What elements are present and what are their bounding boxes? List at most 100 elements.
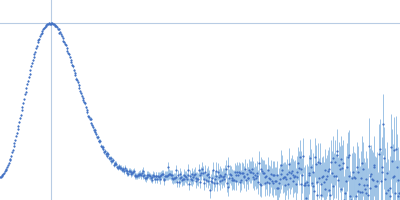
Point (59, 36, 66, 39)
Point (323, 177, 330, 180)
Point (346, 153, 353, 156)
Point (370, 179, 376, 182)
Point (70, 65, 76, 68)
Point (62, 43, 69, 46)
Point (56, 31, 62, 35)
Point (208, 176, 215, 180)
Point (91, 128, 98, 131)
Point (339, 166, 346, 170)
Point (144, 173, 150, 177)
Point (69, 63, 75, 66)
Point (241, 175, 248, 178)
Point (78, 94, 85, 97)
Point (382, 178, 388, 181)
Point (211, 182, 217, 185)
Point (251, 177, 257, 181)
Point (244, 177, 251, 180)
Point (347, 194, 354, 197)
Point (312, 156, 318, 159)
Point (203, 178, 209, 181)
Point (183, 175, 189, 178)
Point (290, 173, 296, 177)
Point (122, 166, 128, 170)
Point (280, 177, 286, 180)
Point (131, 169, 137, 172)
Point (76, 86, 82, 89)
Point (132, 173, 138, 176)
Point (188, 178, 194, 181)
Point (140, 174, 146, 178)
Point (355, 189, 362, 192)
Point (31, 52, 38, 55)
Point (104, 154, 111, 158)
Point (322, 188, 329, 191)
Point (26, 73, 33, 76)
Point (39, 29, 46, 32)
Point (333, 174, 339, 178)
Point (114, 166, 120, 169)
Point (321, 180, 327, 184)
Point (345, 155, 351, 158)
Point (80, 99, 86, 102)
Point (128, 170, 135, 173)
Point (20, 102, 26, 105)
Point (0, 174, 5, 177)
Point (264, 168, 271, 171)
Point (164, 174, 170, 177)
Point (216, 175, 222, 178)
Point (49, 21, 55, 24)
Point (221, 175, 228, 178)
Point (87, 117, 94, 120)
Point (370, 165, 377, 169)
Point (190, 176, 196, 179)
Point (259, 170, 265, 173)
Point (300, 154, 306, 157)
Point (272, 179, 279, 182)
Point (0, 173, 6, 176)
Point (275, 186, 281, 190)
Point (0, 173, 6, 176)
Point (301, 183, 307, 186)
Point (169, 173, 176, 176)
Point (310, 170, 317, 173)
Point (36, 38, 42, 41)
Point (107, 157, 113, 160)
Point (134, 174, 140, 178)
Point (153, 174, 160, 177)
Point (74, 81, 81, 84)
Point (86, 117, 93, 120)
Point (293, 175, 300, 178)
Point (121, 170, 128, 173)
Point (7, 157, 14, 160)
Point (239, 171, 245, 174)
Point (125, 172, 132, 175)
Point (152, 175, 159, 178)
Point (35, 39, 42, 42)
Point (302, 181, 309, 184)
Point (50, 22, 56, 25)
Point (105, 153, 112, 156)
Point (34, 44, 40, 47)
Point (248, 170, 254, 173)
Point (82, 102, 88, 105)
Point (269, 182, 276, 185)
Point (217, 173, 224, 176)
Point (346, 174, 352, 178)
Point (276, 177, 283, 180)
Point (38, 31, 45, 34)
Point (342, 191, 348, 194)
Point (298, 183, 304, 186)
Point (104, 152, 110, 155)
Point (218, 174, 224, 178)
Point (240, 172, 246, 175)
Point (327, 194, 334, 197)
Point (376, 153, 382, 156)
Point (214, 182, 220, 185)
Point (15, 125, 22, 128)
Point (384, 172, 390, 175)
Point (228, 179, 235, 182)
Point (112, 162, 119, 165)
Point (172, 175, 179, 178)
Point (3, 167, 10, 170)
Point (368, 172, 374, 175)
